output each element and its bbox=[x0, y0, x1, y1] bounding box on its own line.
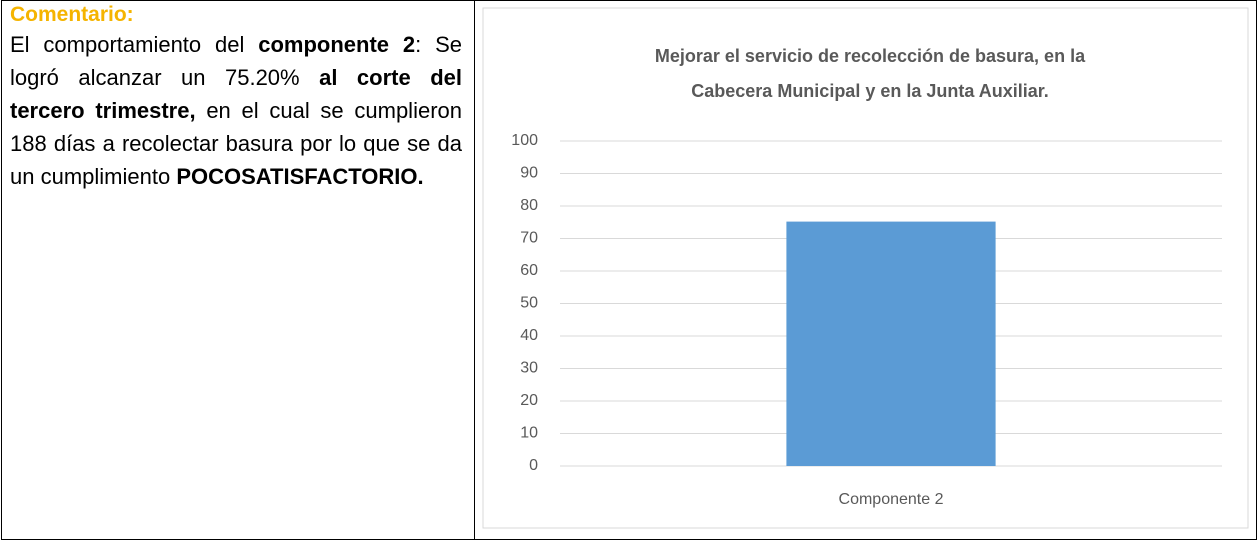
comment-cell: Comentario: El comportamiento del compon… bbox=[10, 2, 462, 193]
y-tick-label: 50 bbox=[520, 295, 538, 312]
comment-body: El comportamiento del componente 2: Se l… bbox=[10, 28, 462, 193]
chart-title: Cabecera Municipal y en la Junta Auxilia… bbox=[691, 81, 1048, 101]
y-tick-label: 90 bbox=[520, 165, 538, 182]
y-tick-label: 100 bbox=[511, 132, 538, 149]
comment-run: al corte del tercero trimestre, bbox=[10, 65, 462, 123]
bar bbox=[786, 221, 996, 466]
y-tick-label: 0 bbox=[529, 457, 538, 474]
comment-run: componente 2 bbox=[258, 32, 416, 57]
comment-run: : Se logró alcanzar un 75.20% bbox=[10, 32, 463, 90]
y-tick-label: 80 bbox=[520, 197, 538, 214]
y-tick-label: 30 bbox=[520, 360, 538, 377]
comment-run: El comportamiento del bbox=[10, 32, 259, 57]
y-tick-label: 70 bbox=[520, 230, 538, 247]
x-tick-label: Componente 2 bbox=[839, 491, 944, 508]
comment-run: POCOSATISFACTORIO. bbox=[176, 164, 424, 189]
comment-heading: Comentario: bbox=[10, 3, 134, 26]
cell-divider bbox=[474, 0, 475, 540]
chart-title: Mejorar el servicio de recolección de ba… bbox=[655, 46, 1086, 66]
y-tick-label: 20 bbox=[520, 392, 538, 409]
y-tick-label: 40 bbox=[520, 327, 538, 344]
comment-run: en el cual se cumplieron 188 días a reco… bbox=[10, 98, 462, 189]
y-tick-label: 10 bbox=[520, 425, 538, 442]
y-tick-label: 60 bbox=[520, 262, 538, 279]
